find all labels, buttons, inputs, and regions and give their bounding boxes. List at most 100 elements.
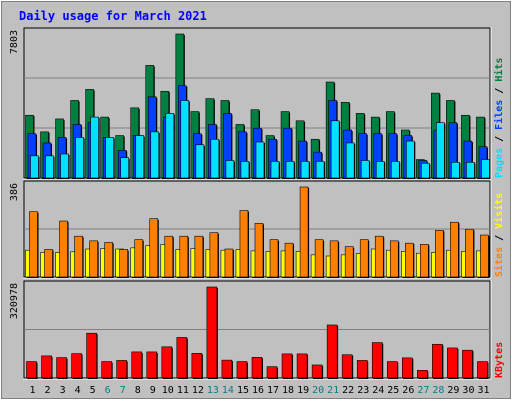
- kbytes-bar-day-9: [146, 351, 158, 379]
- kbytes-bar-day-4-fill: [71, 353, 82, 379]
- sites-bar-day-22-fill: [344, 246, 354, 278]
- kbytes-bar-day-22-fill: [341, 354, 353, 379]
- pages-bar-day-10-fill: [165, 113, 175, 179]
- pages-bar-day-11-fill: [180, 100, 190, 179]
- day-label-26: 26: [402, 385, 414, 396]
- kbytes-bar-day-26-fill: [402, 357, 413, 379]
- sites-bar-day-9-fill: [149, 218, 159, 278]
- sites-bar-day-16-fill: [254, 223, 264, 278]
- sites-bar-day-28-fill: [435, 230, 444, 278]
- kbytes-bar-day-19: [296, 353, 309, 379]
- kbytes-bar-day-21: [326, 324, 339, 379]
- kbytes-bar-day-12: [191, 353, 203, 379]
- pages-bar-day-23: [360, 160, 371, 179]
- pages-bar-day-29: [451, 162, 461, 179]
- y-max-label-3: 320978: [9, 283, 20, 319]
- sites-bar-day-29: [450, 221, 460, 278]
- pages-bar-day-14-fill: [225, 160, 235, 179]
- sites-bar-day-4: [74, 235, 84, 278]
- pages-bar-day-19: [300, 161, 311, 179]
- sites-bar-day-2-fill: [44, 249, 53, 278]
- sites-bar-day-3: [59, 220, 69, 278]
- pages-bar-day-16-fill: [255, 141, 265, 179]
- kbytes-bar-day-15-fill: [236, 361, 248, 379]
- day-label-4: 4: [75, 385, 81, 396]
- pages-bar-day-10: [165, 113, 175, 179]
- pages-bar-day-31-fill: [481, 159, 490, 179]
- kbytes-bar-day-16: [251, 357, 263, 379]
- pages-bar-day-1: [30, 155, 40, 179]
- pages-bar-day-25: [390, 161, 401, 179]
- kbytes-bar-day-18-fill: [281, 353, 293, 379]
- sites-bar-day-22: [344, 246, 355, 278]
- pages-bar-day-11: [180, 100, 190, 179]
- right-series-label-1: Pages / Files / Hits: [493, 58, 505, 178]
- kbytes-bar-day-11-fill: [176, 337, 188, 379]
- kbytes-bar-day-30-fill: [462, 349, 473, 379]
- day-label-8: 8: [135, 385, 141, 396]
- kbytes-bar-day-29: [447, 347, 459, 379]
- pages-bar-day-30: [466, 162, 476, 179]
- pages-bar-day-15: [240, 161, 250, 179]
- sites-bar-day-5-fill: [89, 240, 98, 278]
- sites-bar-day-11: [179, 235, 189, 278]
- pages-bar-day-22: [345, 142, 356, 179]
- kbytes-bar-day-1: [26, 361, 38, 379]
- day-label-27: 27: [417, 385, 429, 396]
- kbytes-bar-day-4: [71, 353, 83, 379]
- day-label-24: 24: [372, 385, 384, 396]
- kbytes-bar-day-6: [101, 361, 113, 379]
- right-label-part-3-0: KBytes: [494, 342, 505, 378]
- pages-bar-day-20: [315, 161, 326, 179]
- pages-bar-day-17-fill: [270, 161, 280, 179]
- sites-bar-day-7: [119, 249, 129, 278]
- pages-bar-day-26-fill: [406, 140, 415, 179]
- kbytes-bar-day-30: [462, 349, 474, 379]
- day-label-18: 18: [282, 385, 294, 396]
- kbytes-bar-day-27-fill: [417, 370, 428, 379]
- kbytes-bar-day-17: [266, 366, 279, 379]
- kbytes-bar-day-24: [371, 342, 384, 379]
- pages-bar-day-6-fill: [105, 137, 114, 179]
- sites-bar-day-12-fill: [194, 235, 204, 278]
- sites-bar-day-25: [389, 240, 400, 278]
- sites-bar-day-15-fill: [239, 210, 249, 278]
- sites-bar-day-27-fill: [420, 244, 429, 278]
- pages-bar-day-12-fill: [195, 144, 205, 179]
- sites-bar-day-3-fill: [59, 220, 68, 278]
- day-label-10: 10: [162, 385, 174, 396]
- kbytes-bar-day-31-fill: [477, 361, 488, 379]
- pages-bar-day-25-fill: [390, 161, 400, 179]
- pages-bar-day-7-fill: [120, 157, 129, 179]
- sites-bar-day-23: [359, 239, 370, 278]
- sites-bar-day-6: [104, 242, 114, 278]
- right-series-label-2: Sites / Visits: [493, 193, 505, 277]
- pages-bar-day-27: [421, 162, 431, 179]
- pages-bar-day-28: [436, 122, 446, 179]
- kbytes-bar-day-11: [176, 337, 188, 379]
- kbytes-bar-day-15: [236, 361, 248, 379]
- kbytes-bar-day-3-fill: [56, 357, 67, 379]
- kbytes-bar-day-24-fill: [371, 342, 383, 379]
- day-label-2: 2: [45, 385, 51, 396]
- kbytes-bar-day-26: [402, 357, 414, 379]
- pages-bar-day-28-fill: [436, 122, 445, 179]
- day-label-11: 11: [177, 385, 189, 396]
- right-series-label-3: KBytes: [494, 342, 505, 378]
- sites-bar-day-12: [194, 235, 204, 278]
- kbytes-bar-day-27: [417, 370, 429, 379]
- day-label-3: 3: [60, 385, 66, 396]
- day-label-9: 9: [150, 385, 156, 396]
- kbytes-bar-day-31: [477, 361, 489, 379]
- day-label-5: 5: [90, 385, 96, 396]
- day-label-30: 30: [462, 385, 474, 396]
- day-label-7: 7: [120, 385, 126, 396]
- day-label-16: 16: [252, 385, 264, 396]
- pages-bar-day-1-fill: [30, 155, 39, 179]
- kbytes-bar-day-7: [116, 360, 128, 379]
- pages-bar-day-5: [90, 116, 100, 179]
- sites-bar-day-15: [239, 210, 249, 278]
- kbytes-bar-day-28-fill: [432, 343, 443, 379]
- sites-bar-day-9: [149, 218, 159, 278]
- kbytes-bar-day-14: [221, 359, 233, 379]
